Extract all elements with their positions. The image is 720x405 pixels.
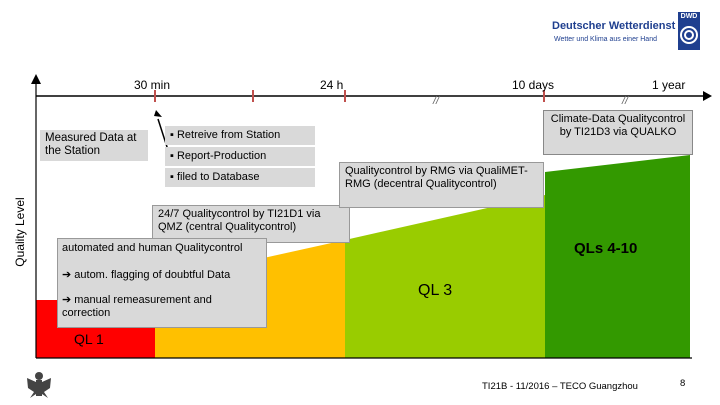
- org-name: Deutscher Wetterdienst: [552, 20, 676, 32]
- measured-data-box: Measured Data at the Station: [40, 130, 148, 161]
- tick-24h: [252, 90, 254, 102]
- federal-eagle-icon: [27, 372, 51, 398]
- y-axis-label: Quality Level: [13, 197, 27, 267]
- page-number: 8: [680, 378, 686, 389]
- auto-qc-title: automated and human Qualitycontrol: [62, 242, 243, 254]
- y-axis-arrow: [31, 74, 41, 84]
- timeline-arrow: [703, 91, 712, 101]
- label-30min: 30 min: [134, 78, 171, 92]
- auto-qc-box: automated and human Qualitycontrol ➔ aut…: [57, 238, 267, 328]
- dwd-logo-text: DWD: [680, 13, 698, 20]
- footer-citation: TI21B - 11/2016 – TECO Guangzhou: [482, 381, 638, 392]
- axis-break-1: //: [433, 95, 440, 107]
- auto-manual-text: ➔ manual remeasurement and correction: [62, 294, 212, 319]
- station-bullet-3: ▪ filed to Database: [165, 168, 315, 187]
- label-24h: 24 h: [320, 78, 344, 92]
- rmg-box: Qualitycontrol by RMG via QualiMET-RMG (…: [339, 162, 544, 208]
- tick-10days: [344, 90, 346, 102]
- axis-break-2: //: [622, 95, 629, 107]
- ql4-10-label: QLs 4-10: [574, 240, 638, 257]
- tick-30min: [154, 90, 156, 102]
- qmz-box: 24/7 Qualitycontrol by TI21D1 via QMZ (c…: [152, 205, 350, 243]
- station-bullet-2: ▪ Report-Production: [165, 147, 315, 166]
- auto-flag-text: ➔ autom. flagging of doubtful Data: [62, 269, 231, 281]
- station-bullet-1: ▪ Retreive from Station: [165, 126, 315, 145]
- climate-box: Climate-Data Qualitycontrol by TI21D3 vi…: [543, 110, 693, 155]
- label-1year: 1 year: [652, 78, 686, 92]
- area-ql4-10-green: [545, 155, 690, 358]
- area-ql3-yellowgreen: [345, 195, 545, 358]
- swirl-icon: [680, 26, 698, 44]
- ql1-label: QL 1: [74, 331, 104, 347]
- tick-1year: [543, 90, 545, 102]
- label-10days: 10 days: [512, 78, 555, 92]
- ql3-label: QL 3: [418, 282, 453, 299]
- org-tagline: Wetter und Klima aus einer Hand: [554, 36, 657, 43]
- dwd-logo-group: Deutscher Wetterdienst Wetter und Klima …: [552, 12, 702, 52]
- pointer-arrow-head: [154, 110, 162, 117]
- dwd-logo-badge: DWD: [678, 12, 700, 50]
